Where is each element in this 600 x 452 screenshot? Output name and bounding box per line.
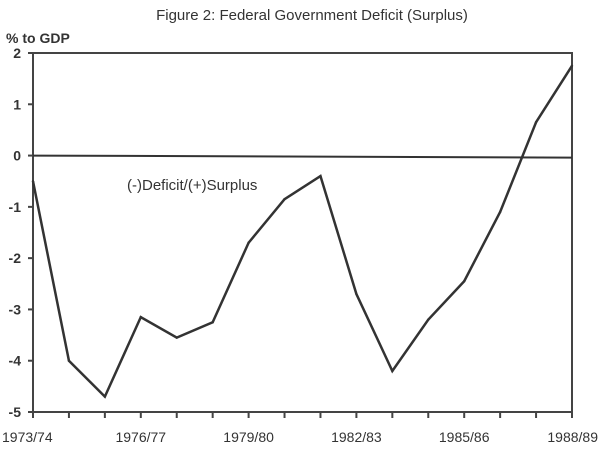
chart-title: Figure 2: Federal Government Deficit (Su… [156,7,468,24]
y-tick-label: -2 [9,250,22,266]
data-point [355,292,358,296]
y-tick-label: 0 [13,148,21,164]
data-point [211,321,214,324]
x-tick-label: 1976/77 [115,429,166,445]
data-point [139,315,142,319]
data-point [319,174,322,178]
data-point [427,318,430,321]
plot-frame [32,52,573,413]
x-tick-label: 1982/83 [331,429,382,445]
y-tick-label: -4 [9,353,22,369]
data-point [498,210,502,214]
data-point [67,359,71,362]
y-tick-label: -3 [9,301,22,317]
zero-line [32,154,573,159]
y-tick-label: 1 [13,96,21,112]
data-point [391,369,394,373]
data-point [103,395,107,398]
series-line [31,65,574,399]
data-point [534,121,538,124]
x-tick-label: 1988/89 [547,429,598,445]
y-tick-label: -1 [9,199,22,215]
data-point [463,280,466,283]
x-tick-label: 1985/86 [439,429,490,445]
data-point [247,241,250,244]
y-tick-label: 2 [13,45,21,61]
series-annotation: (-)Deficit/(+)Surplus [127,177,257,194]
data-point [31,180,35,183]
y-axis-label: % to GDP [6,30,70,46]
x-tick-label: 1973/74 [2,429,53,445]
data-point [283,197,286,201]
data-point [570,64,574,68]
x-tick-label: 1979/80 [223,429,274,445]
y-tick-label: -5 [9,404,22,420]
data-point [175,336,178,339]
